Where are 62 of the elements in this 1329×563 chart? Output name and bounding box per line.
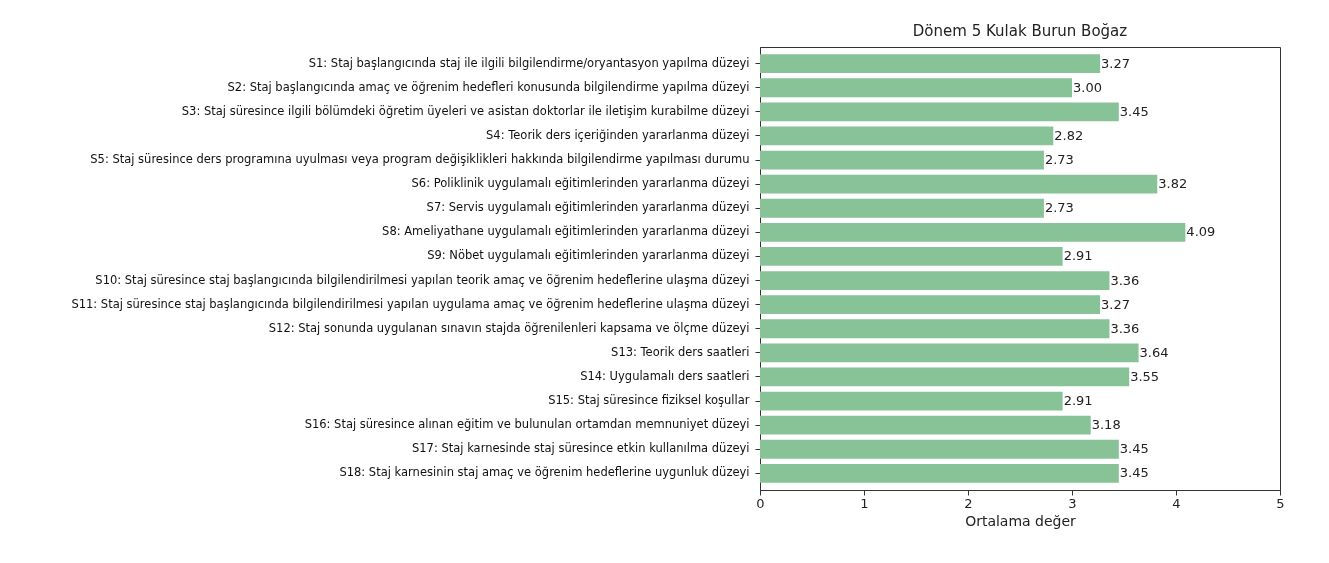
x-axis-title: Ortalama değer bbox=[965, 512, 1077, 529]
y-tick-label: S4: Teorik ders içeriğinden yararlanma düzeyi bbox=[486, 127, 750, 142]
bar bbox=[760, 247, 1063, 266]
bar bbox=[760, 463, 1119, 483]
y-tick-label: S14: Uygulamalı ders saatleri bbox=[580, 368, 750, 383]
bar bbox=[760, 415, 1091, 435]
data-label: 3.45 bbox=[1119, 465, 1149, 481]
bar bbox=[760, 78, 1072, 98]
data-label: 3.82 bbox=[1158, 176, 1188, 192]
x-tick-label: 4 bbox=[1172, 495, 1181, 511]
data-label: 3.27 bbox=[1101, 296, 1131, 312]
y-tick-label: S11: Staj süresince staj başlangıcında bilgilendirilmesi yapılan uygulama amaç ve öğrenim hedeflerine ulaşma düzeyi bbox=[71, 296, 750, 311]
data-label: 3.18 bbox=[1091, 417, 1121, 433]
y-tick-label: S5: Staj süresince ders programına uyulması veya program değişiklikleri hakkında bilgilendirme yapılması durumu bbox=[90, 152, 750, 167]
y-tick-label: S2: Staj başlangıcında amaç ve öğrenim hedefleri konusunda bilgilendirme yapılma düzeyi bbox=[227, 79, 750, 94]
data-label: 3.45 bbox=[1119, 103, 1149, 119]
x-tick-label: 2 bbox=[964, 495, 973, 511]
data-label: 3.36 bbox=[1110, 320, 1140, 336]
data-label: 3.45 bbox=[1119, 441, 1149, 457]
bar bbox=[760, 102, 1119, 122]
data-label: 2.82 bbox=[1054, 127, 1084, 143]
bar bbox=[760, 174, 1158, 194]
data-label: 3.36 bbox=[1110, 272, 1140, 288]
bar bbox=[760, 367, 1130, 387]
data-label: 2.73 bbox=[1044, 200, 1074, 216]
data-label: 4.09 bbox=[1186, 224, 1216, 240]
chart-title: Dönem 5 Kulak Burun Boğaz bbox=[912, 22, 1128, 40]
x-tick-label: 0 bbox=[756, 495, 765, 511]
bar bbox=[760, 295, 1101, 315]
x-tick-label: 5 bbox=[1276, 495, 1285, 511]
y-tick-label: S12: Staj sonunda uygulanan sınavın stajda öğrenilenleri kapsama ve ölçme düzeyi bbox=[268, 320, 750, 335]
bar bbox=[760, 391, 1063, 411]
y-tick-label: S17: Staj karnesinde staj süresince etkin kullanılma düzeyi bbox=[411, 441, 750, 456]
data-label: 2.73 bbox=[1044, 152, 1074, 168]
y-tick-label: S18: Staj karnesinin staj amaç ve öğrenim hedeflerine uygunluk düzeyi bbox=[339, 465, 750, 480]
y-tick-label: S13: Teorik ders saatleri bbox=[611, 344, 750, 359]
x-tick-label: 3 bbox=[1068, 495, 1077, 511]
data-label: 3.00 bbox=[1073, 79, 1102, 95]
x-tick-label: 1 bbox=[860, 495, 869, 511]
y-tick-label: S8: Ameliyathane uygulamalı eğitimlerinden yararlanma düzeyi bbox=[382, 224, 750, 239]
bar bbox=[760, 54, 1101, 74]
data-label: 2.91 bbox=[1063, 393, 1093, 409]
data-label: 3.64 bbox=[1139, 344, 1169, 360]
bar bbox=[760, 126, 1054, 146]
bar bbox=[760, 343, 1139, 363]
y-tick-label: S16: Staj süresince alınan eğitim ve bulunulan ortamdan memnuniyet düzeyi bbox=[304, 417, 750, 432]
y-tick-label: S10: Staj süresince staj başlangıcında bilgilendirilmesi yapılan teorik amaç ve öğrenim hedeflerine ulaşma düzeyi bbox=[95, 272, 750, 287]
y-tick-label: S3: Staj süresince ilgili bölümdeki öğretim üyeleri ve asistan doktorlar ile iletişim kurabilme düzeyi bbox=[181, 103, 750, 118]
bar bbox=[760, 319, 1110, 339]
bar bbox=[760, 222, 1186, 242]
data-label: 3.55 bbox=[1130, 368, 1160, 384]
y-tick-label: S6: Poliklinik uygulamalı eğitimlerinden yararlanma düzeyi bbox=[411, 176, 750, 191]
data-label: 2.91 bbox=[1063, 248, 1093, 264]
data-label: 3.27 bbox=[1101, 55, 1131, 71]
y-tick-label: S15: Staj süresince fiziksel koşullar bbox=[548, 393, 750, 408]
y-tick-label: S7: Servis uygulamalı eğitimlerinden yararlanma düzeyi bbox=[426, 200, 750, 215]
y-tick-label: S1: Staj başlangıcında staj ile ilgili bilgilendirme/oryantasyon yapılma düzeyi bbox=[308, 55, 750, 70]
y-tick-label: S9: Nöbet uygulamalı eğitimlerinden yararlanma düzeyi bbox=[427, 248, 750, 263]
bar bbox=[760, 271, 1110, 290]
bar bbox=[760, 198, 1044, 218]
bar bbox=[760, 439, 1119, 459]
bar bbox=[760, 150, 1044, 170]
